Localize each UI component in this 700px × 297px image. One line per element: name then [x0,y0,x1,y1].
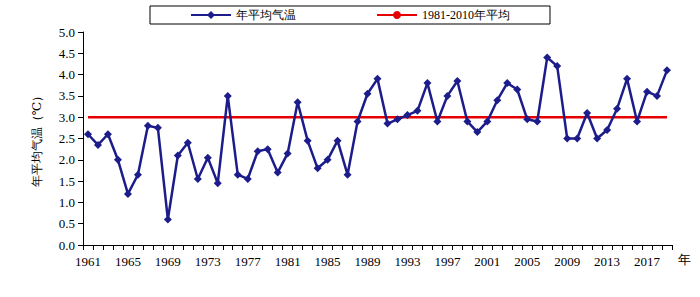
svg-text:1.5: 1.5 [59,174,75,189]
svg-text:1997: 1997 [434,254,461,269]
svg-text:年: 年 [678,252,691,267]
svg-text:1969: 1969 [155,254,181,269]
svg-text:4.5: 4.5 [59,46,75,61]
svg-text:3.5: 3.5 [59,88,75,103]
svg-text:1977: 1977 [235,254,262,269]
svg-text:1985: 1985 [315,254,341,269]
svg-text:0.0: 0.0 [59,238,75,253]
svg-text:1965: 1965 [115,254,141,269]
svg-text:年平均气温: 年平均气温 [236,8,296,22]
svg-text:5.0: 5.0 [59,25,75,40]
svg-text:1989: 1989 [355,254,381,269]
svg-text:1981: 1981 [275,254,301,269]
svg-text:2005: 2005 [514,254,540,269]
svg-text:1993: 1993 [394,254,420,269]
svg-text:2009: 2009 [554,254,580,269]
svg-text:1981-2010年平均: 1981-2010年平均 [422,8,510,22]
svg-text:1973: 1973 [195,254,221,269]
svg-text:3.0: 3.0 [59,110,75,125]
svg-text:4.0: 4.0 [59,67,75,82]
svg-text:1961: 1961 [75,254,101,269]
svg-text:年平均气温（℃）: 年平均气温（℃） [30,90,44,187]
svg-text:2.0: 2.0 [59,152,75,167]
svg-text:2013: 2013 [594,254,620,269]
svg-text:0.5: 0.5 [59,216,75,231]
svg-text:2001: 2001 [474,254,500,269]
svg-text:1.0: 1.0 [59,195,75,210]
svg-text:2.5: 2.5 [59,131,75,146]
svg-text:2017: 2017 [634,254,661,269]
